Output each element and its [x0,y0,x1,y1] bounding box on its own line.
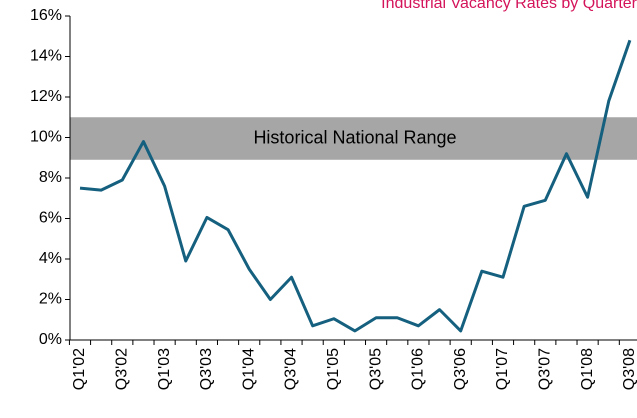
series-line [79,39,632,333]
chart-title: Industrial Vacancy Rates by Quarter [381,0,637,12]
y-tick-label: 4% [39,250,62,267]
x-tick-label: Q1'06 [410,348,427,390]
x-tick-label: Q3'08 [621,348,637,390]
x-tick-label: Q1'08 [579,348,596,390]
x-tick-label: Q3'02 [114,348,131,390]
y-tick-label: 6% [39,210,62,227]
x-tick-label: Q3'05 [367,348,384,390]
y-tick-label: 14% [30,48,62,65]
y-tick-label: 16% [30,7,62,24]
x-tick-label: Q3'06 [452,348,469,390]
range-band [70,117,637,160]
y-tick-label: 10% [30,129,62,146]
x-tick-label: Q3'03 [198,348,215,390]
x-tick-label: Q1'07 [494,348,511,390]
y-tick-label: 0% [39,331,62,348]
x-tick-label: Q3'04 [283,348,300,390]
x-tick-label: Q3'07 [537,348,554,390]
y-tick-label: 2% [39,291,62,308]
band-label: Historical National Range [253,127,456,147]
x-tick-label: Q1'04 [240,348,257,390]
y-tick-label: 8% [39,169,62,186]
y-tick-label: 12% [30,88,62,105]
x-tick-label: Q1'05 [325,348,342,390]
x-tick-label: Q1'02 [71,348,88,390]
x-tick-label: Q1'03 [156,348,173,390]
